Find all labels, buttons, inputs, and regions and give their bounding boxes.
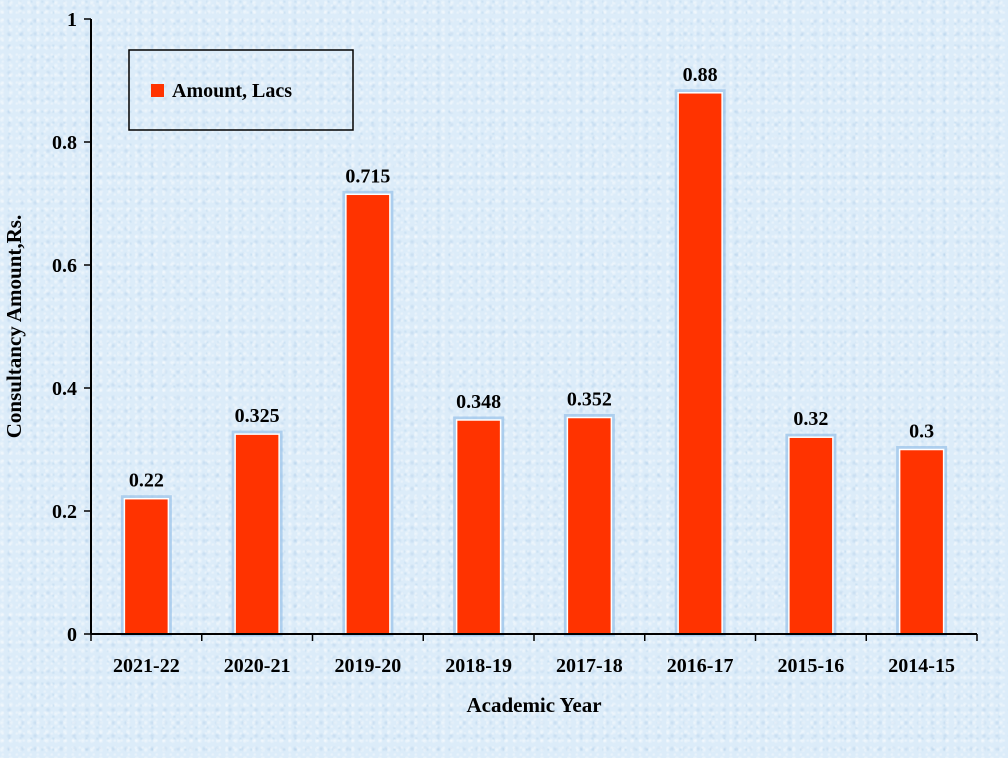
x-tick-label: 2017-18 (556, 655, 623, 677)
x-axis-title: Academic Year (466, 693, 601, 717)
x-tick-label: 2014-15 (888, 655, 955, 677)
legend-label: Amount, Lacs (172, 80, 292, 102)
y-tick-label: 0 (67, 624, 77, 646)
legend-swatch (151, 84, 164, 97)
x-tick-label: 2021-22 (113, 655, 180, 677)
y-axis-title: Consultancy Amount,Rs. (2, 215, 26, 438)
data-labels-group: 0.22 0.325 0.715 0.348 0.352 0.88 0.32 0.3 (129, 64, 934, 492)
x-ticks-group: 2021-22 2020-21 2019-20 2018-19 2017-18 2016-… (90, 634, 978, 677)
y-ticks-group: 0 0.2 0.4 0.6 0.8 1 (52, 9, 91, 646)
y-tick-label: 1 (67, 9, 77, 31)
bar (345, 193, 391, 635)
legend-box (128, 49, 354, 131)
plot-area: 0.22 0.325 0.715 0.348 0.352 0.88 0.32 0.3 0 0.2… (52, 9, 978, 677)
x-tick-label: 2020-21 (224, 655, 291, 677)
bar (123, 497, 170, 635)
data-label: 0.352 (567, 389, 612, 411)
y-tick-label: 0.8 (52, 132, 77, 154)
data-label: 0.715 (345, 165, 390, 187)
y-tick-label: 0.4 (52, 378, 77, 400)
data-label: 0.348 (456, 391, 501, 413)
bar (788, 436, 834, 635)
x-tick-label: 2016-17 (667, 655, 734, 677)
legend: Amount, Lacs (128, 49, 354, 131)
x-tick-label: 2019-20 (335, 655, 402, 677)
bar (566, 416, 613, 635)
bar (898, 448, 945, 635)
data-label: 0.3 (909, 421, 934, 443)
y-tick-label: 0.2 (52, 501, 77, 523)
data-label: 0.325 (235, 405, 280, 427)
bars-group (120, 89, 948, 637)
bar (234, 433, 280, 635)
x-tick-label: 2015-16 (778, 655, 845, 677)
data-label: 0.88 (683, 64, 718, 86)
y-tick-label: 0.6 (52, 255, 77, 277)
bar (677, 92, 723, 635)
x-tick-label: 2018-19 (445, 655, 512, 677)
data-label: 0.32 (793, 408, 828, 430)
bar (455, 419, 502, 635)
data-label: 0.22 (129, 470, 164, 492)
